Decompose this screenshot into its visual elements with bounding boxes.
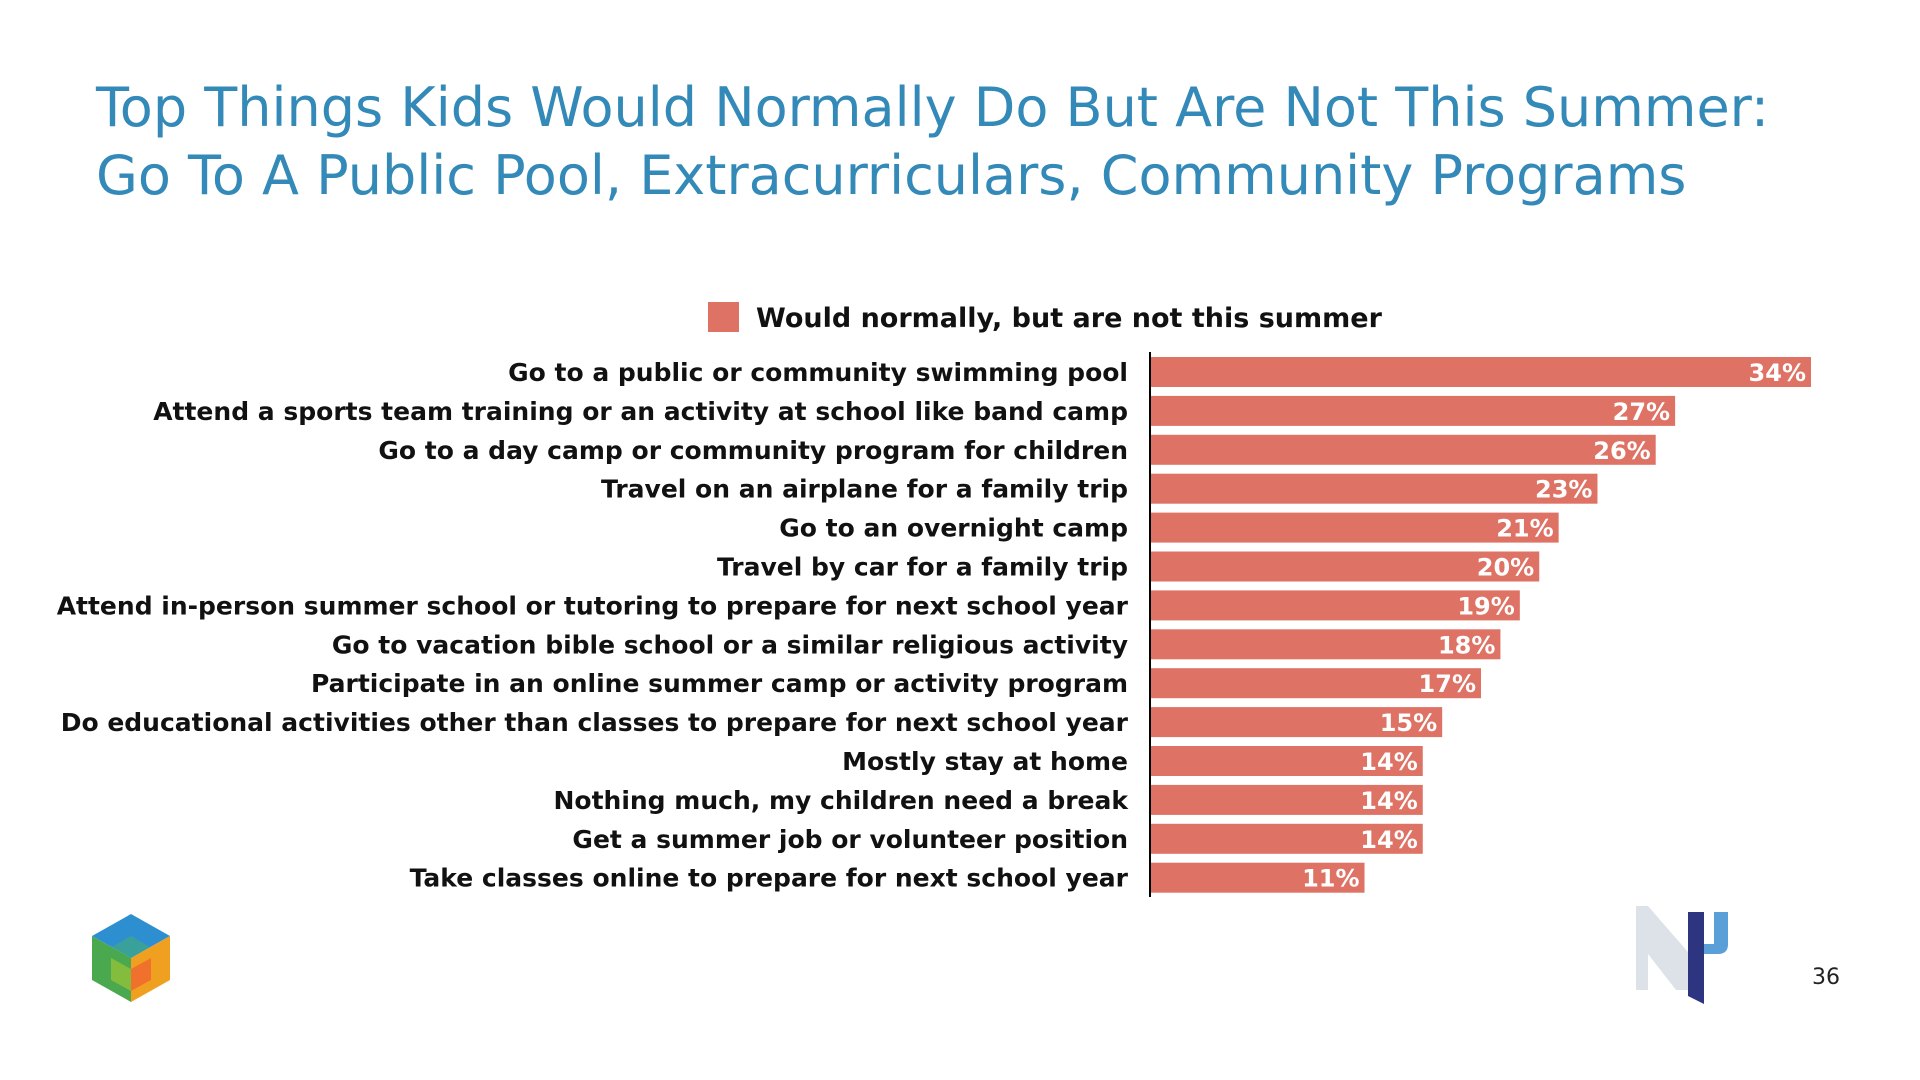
category-label: Attend a sports team training or an acti…	[153, 397, 1128, 426]
data-label: 14%	[1360, 748, 1417, 776]
bar	[1151, 357, 1811, 387]
category-label: Travel by car for a family trip	[717, 553, 1128, 582]
bar	[1151, 551, 1540, 582]
category-labels: Go to a public or community swimming poo…	[57, 358, 1130, 893]
category-label: Participate in an online summer camp or …	[311, 669, 1128, 698]
data-label: 21%	[1496, 515, 1553, 543]
cube-logo	[92, 914, 170, 1002]
data-label: 17%	[1419, 670, 1476, 698]
data-label: 23%	[1535, 476, 1592, 504]
bar	[1151, 746, 1423, 776]
bar	[1151, 395, 1676, 426]
category-label: Do educational activities other than cla…	[61, 708, 1129, 737]
bar	[1151, 434, 1656, 465]
bar	[1151, 473, 1598, 504]
data-label: 34%	[1749, 359, 1806, 387]
bar	[1151, 668, 1481, 699]
bar	[1151, 512, 1559, 543]
data-label: 18%	[1438, 631, 1495, 659]
bar	[1151, 823, 1423, 854]
category-label: Go to a day camp or community program fo…	[378, 436, 1128, 465]
category-label: Travel on an airplane for a family trip	[601, 475, 1128, 504]
bar	[1151, 707, 1443, 738]
data-label: 14%	[1360, 826, 1417, 854]
page-number: 36	[1812, 965, 1840, 990]
data-label: 26%	[1593, 437, 1650, 465]
category-label: Go to vacation bible school or a similar…	[332, 630, 1128, 659]
category-label: Attend in-person summer school or tutori…	[57, 591, 1129, 620]
data-label: 20%	[1477, 554, 1534, 582]
category-label: Go to a public or community swimming poo…	[508, 358, 1128, 387]
category-label: Nothing much, my children need a break	[553, 786, 1129, 815]
data-label: 27%	[1613, 398, 1670, 426]
category-label: Mostly stay at home	[842, 747, 1128, 776]
category-label: Get a summer job or volunteer position	[572, 825, 1128, 854]
data-label: 11%	[1302, 865, 1359, 893]
bar	[1151, 590, 1520, 621]
bar	[1151, 784, 1423, 815]
bars	[1151, 357, 1811, 893]
data-label: 14%	[1360, 787, 1417, 815]
chart-legend: Would normally, but are not this summer	[708, 302, 1383, 334]
np-logo	[1636, 906, 1728, 1004]
slide-title: Top Things Kids Would Normally Do But Ar…	[96, 76, 1770, 207]
legend-label: Would normally, but are not this summer	[756, 303, 1383, 334]
legend-swatch	[708, 302, 739, 332]
bar	[1151, 629, 1501, 660]
data-label: 19%	[1457, 592, 1514, 620]
bar	[1151, 862, 1365, 893]
value-labels: 34%27%26%23%21%20%19%18%17%15%14%14%14%1…	[1302, 359, 1806, 893]
data-label: 15%	[1380, 709, 1437, 737]
category-label: Go to an overnight camp	[779, 514, 1128, 543]
category-label: Take classes online to prepare for next …	[410, 864, 1129, 893]
